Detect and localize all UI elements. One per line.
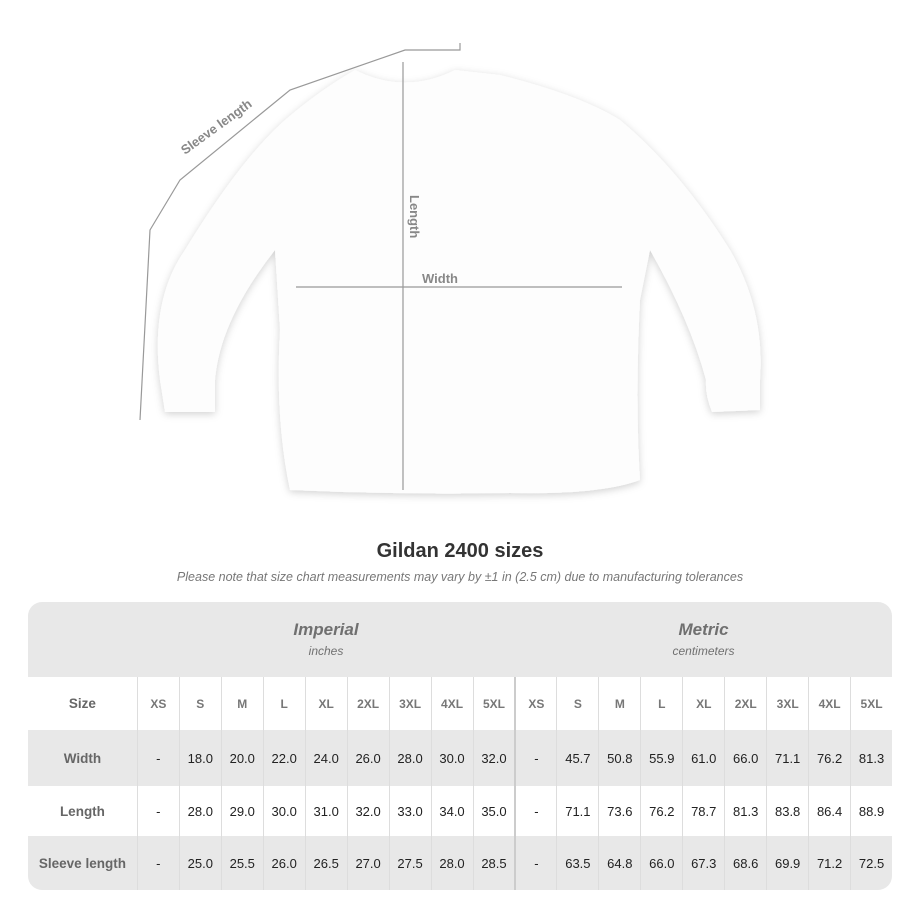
metric-value-cell: 88.9 (850, 786, 892, 836)
imperial-header: Imperial inches (137, 602, 515, 677)
imperial-size-header: S (178, 677, 221, 730)
imperial-value-cell: 18.0 (178, 730, 221, 786)
imperial-value-cell: 28.0 (178, 786, 221, 836)
metric-value-cell: 83.8 (766, 786, 808, 836)
table-row: Length -28.0 29.0 30.0 31.0 32.0 33.0 34.0 35.0-… (28, 786, 892, 836)
metric-value-cell: 71.1 (766, 730, 808, 786)
row-label: Length (59, 803, 105, 819)
shirt-shape (157, 70, 761, 494)
imperial-value-cell: 20.0 (220, 730, 263, 786)
metric-value-cell: 71.2 (808, 836, 850, 890)
imperial-value-cell: 28.5 (472, 836, 515, 890)
metric-size-header: XL (682, 677, 724, 730)
imperial-value-cell: 30.0 (430, 730, 473, 786)
imperial-value-cell: 26.5 (304, 836, 347, 890)
sleeve-measure-line (139, 43, 461, 421)
size-table: Imperial inches Metric centimeters Size X… (28, 602, 892, 890)
metric-value-cell: 68.6 (724, 836, 766, 890)
imperial-value-cell: 29.0 (220, 786, 263, 836)
imperial-size-header: L (262, 677, 305, 730)
imperial-value-cell: 30.0 (262, 786, 305, 836)
size-header-row: Size XS S M L XL 2XL 3XL 4XL 5XL XS S M L XL 2XL 3XL 4XL 5… (28, 677, 892, 730)
metric-unit: centimeters (672, 644, 735, 658)
metric-value-cell: 71.1 (556, 786, 598, 836)
imperial-value-cell: - (136, 786, 179, 836)
row-label: Width (63, 750, 102, 766)
sleeve-label: Sleeve length (178, 96, 255, 157)
metric-value-cell: 67.3 (682, 836, 724, 890)
metric-header: Metric centimeters (515, 602, 892, 677)
imperial-value-cell: 32.0 (346, 786, 389, 836)
tolerance-note: Please note that size chart measurements… (176, 570, 744, 584)
imperial-heading: Imperial (293, 620, 359, 639)
imperial-value-cell: - (136, 730, 179, 786)
table-row: Sleeve length -25.0 25.5 26.0 26.5 27.0 27.5 28… (28, 836, 892, 890)
metric-value-cell: 64.8 (598, 836, 640, 890)
imperial-size-header: XL (304, 677, 347, 730)
metric-size-header: 4XL (808, 677, 850, 730)
metric-value-cell: 63.5 (556, 836, 598, 890)
imperial-value-cell: - (136, 836, 179, 890)
metric-value-cell: 81.3 (850, 730, 892, 786)
imperial-value-cell: 34.0 (430, 786, 473, 836)
table-row: Width -18.0 20.0 22.0 24.0 26.0 28.0 30.0 32.0-4… (28, 730, 892, 786)
metric-size-header: 5XL (850, 677, 892, 730)
imperial-size-header: M (220, 677, 263, 730)
imperial-value-cell: 25.5 (220, 836, 263, 890)
metric-value-cell: - (514, 730, 556, 786)
metric-value-cell: 55.9 (640, 730, 682, 786)
metric-value-cell: 45.7 (556, 730, 598, 786)
imperial-value-cell: 35.0 (472, 786, 515, 836)
imperial-value-cell: 28.0 (388, 730, 431, 786)
metric-value-cell: 76.2 (640, 786, 682, 836)
metric-size-header: XS (514, 677, 556, 730)
imperial-value-cell: 32.0 (472, 730, 515, 786)
metric-size-header: L (640, 677, 682, 730)
imperial-value-cell: 22.0 (262, 730, 305, 786)
imperial-size-header: 2XL (346, 677, 389, 730)
metric-value-cell: 73.6 (598, 786, 640, 836)
length-label: Length (407, 195, 422, 238)
row-label: Size (68, 696, 96, 711)
imperial-unit: inches (308, 644, 344, 658)
imperial-value-cell: 33.0 (388, 786, 431, 836)
metric-size-header: 3XL (766, 677, 808, 730)
metric-value-cell: 69.9 (766, 836, 808, 890)
imperial-value-cell: 26.0 (346, 730, 389, 786)
row-label: Sleeve length (38, 855, 126, 871)
imperial-size-header: 4XL (430, 677, 473, 730)
imperial-value-cell: 28.0 (430, 836, 473, 890)
metric-value-cell: 61.0 (682, 730, 724, 786)
imperial-value-cell: 31.0 (304, 786, 347, 836)
metric-size-header: 2XL (724, 677, 766, 730)
imperial-value-cell: 27.5 (388, 836, 431, 890)
metric-value-cell: 86.4 (808, 786, 850, 836)
chart-title: Gildan 2400 sizes (376, 540, 544, 562)
metric-value-cell: 81.3 (724, 786, 766, 836)
imperial-value-cell: 26.0 (262, 836, 305, 890)
metric-value-cell: 66.0 (724, 730, 766, 786)
shirt-diagram: Sleeve length Length Width (139, 43, 761, 494)
imperial-size-header: 5XL (472, 677, 515, 730)
metric-heading: Metric (678, 620, 729, 639)
width-label: Width (422, 271, 458, 286)
metric-size-header: M (598, 677, 640, 730)
metric-value-cell: 78.7 (682, 786, 724, 836)
metric-value-cell: - (514, 786, 556, 836)
metric-value-cell: 72.5 (850, 836, 892, 890)
imperial-value-cell: 24.0 (304, 730, 347, 786)
metric-value-cell: 50.8 (598, 730, 640, 786)
metric-size-header: S (556, 677, 598, 730)
imperial-size-header: 3XL (388, 677, 431, 730)
imperial-value-cell: 27.0 (346, 836, 389, 890)
metric-value-cell: 76.2 (808, 730, 850, 786)
metric-value-cell: - (514, 836, 556, 890)
imperial-value-cell: 25.0 (178, 836, 221, 890)
imperial-size-header: XS (136, 677, 179, 730)
metric-value-cell: 66.0 (640, 836, 682, 890)
